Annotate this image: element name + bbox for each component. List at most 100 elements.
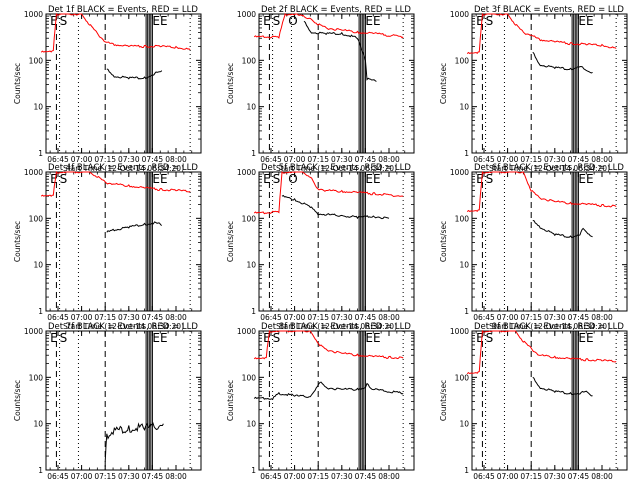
y-tick-label: 10 [33,103,43,112]
marker-label-e: E [50,14,58,28]
x-tick-label: 07:45 [568,313,590,322]
y-tick-label: 1 [251,466,256,475]
events-series-line [532,220,593,239]
x-tick-label: 06:45 [47,313,69,322]
x-tick-label: 06:45 [47,472,69,480]
marker-label-ee: EE [365,14,380,28]
panel-title: Det 5f BLACK = Events, RED = LLD [261,163,411,173]
x-tick-label: 07:15 [94,155,116,164]
x-tick-label: 07:30 [331,313,353,322]
detector-panel-8: Det 8f BLACK = Events, RED = LLD 1 10 100 10… [226,322,415,480]
x-tick-label: 07:30 [544,313,566,322]
y-tick-label: 1000 [237,10,256,19]
x-tick-label: 06:45 [473,155,495,164]
x-tick-label: 06:45 [473,313,495,322]
x-tick-label: 07:30 [331,472,353,480]
x-axis-label: Start Time (12-Oct-14 06:34:20) [63,322,184,331]
marker-label-ee: EE [152,331,167,345]
y-axis-label: Counts/sec [13,63,22,104]
y-tick-label: 10 [33,420,43,429]
panel-title: Det 2f BLACK = Events, RED = LLD [261,5,411,15]
lld-series-line [253,170,404,215]
detector-panel-1: Det 1f BLACK = Events, RED = LLD 1 10 100 10… [13,5,202,173]
events-series-line [532,376,593,397]
events-series-line [253,381,404,401]
x-tick-label: 07:15 [520,313,542,322]
marker-label-ee: EE [578,14,593,28]
panel-title: Det 6f BLACK = Events, RED = LLD [474,163,624,173]
marker-label-e: E [263,172,271,186]
x-tick-label: 07:00 [71,472,93,480]
y-tick-label: 100 [455,373,470,382]
events-series-line [106,68,163,80]
plot-frame [258,171,415,312]
plot-frame [471,171,628,312]
y-tick-label: 100 [242,373,257,382]
marker-label-s: S [273,14,281,28]
y-tick-label: 1 [464,466,469,475]
x-tick-label: 07:00 [497,472,519,480]
detector-panel-2: Det 2f BLACK = Events, RED = LLD 1 10 100 10… [226,5,415,173]
y-tick-label: 10 [459,420,469,429]
x-tick-label: 07:00 [284,313,306,322]
marker-label-s: S [486,172,494,186]
plot-frame [45,13,202,154]
y-tick-label: 1 [464,307,469,316]
x-tick-label: 08:00 [591,155,613,164]
plot-frame [45,171,202,312]
lld-series-line [40,170,191,197]
x-tick-label: 06:45 [260,313,282,322]
x-tick-label: 07:15 [94,472,116,480]
y-tick-label: 10 [246,103,256,112]
lld-series-line [466,329,617,375]
x-tick-label: 07:30 [331,155,353,164]
panel-title: Det 8f BLACK = Events, RED = LLD [261,322,411,332]
marker-label-ee: EE [152,14,167,28]
marker-label-ee: EE [152,172,167,186]
marker-label-s: S [60,172,68,186]
x-tick-label: 07:45 [355,313,377,322]
marker-label-e: E [263,14,271,28]
x-tick-label: 07:15 [520,155,542,164]
marker-label-e: E [476,331,484,345]
marker-label-ee: EE [365,331,380,345]
y-axis-label: Counts/sec [439,380,448,421]
x-tick-label: 07:30 [118,155,140,164]
marker-label-e: E [476,172,484,186]
y-tick-label: 1000 [24,327,43,336]
marker-label-s: S [486,331,494,345]
x-tick-label: 07:15 [307,313,329,322]
x-axis-label: Start Time (12-Oct-14 06:34:20) [489,322,610,331]
y-tick-label: 10 [246,261,256,270]
panel-title: Det 3f BLACK = Events, RED = LLD [474,5,624,15]
x-tick-label: 07:00 [71,155,93,164]
x-tick-label: 07:30 [118,313,140,322]
x-tick-label: 08:00 [165,155,187,164]
y-tick-label: 1000 [237,327,256,336]
y-tick-label: 10 [246,420,256,429]
x-tick-label: 07:45 [355,155,377,164]
marker-label-s: S [273,172,281,186]
events-series-line [104,422,164,462]
x-tick-label: 06:45 [473,472,495,480]
detector-panel-6: Det 6f BLACK = Events, RED = LLD 1 10 100 10… [439,163,628,331]
y-axis-label: Counts/sec [226,221,235,262]
x-tick-label: 07:45 [568,155,590,164]
x-tick-label: 07:45 [568,472,590,480]
events-series-line [303,20,377,82]
lld-series-line [466,12,617,55]
lld-series-line [253,13,404,39]
detector-panel-4: Det 4f BLACK = Events, RED = LLD 1 10 100 10… [13,163,202,331]
y-axis-label: Counts/sec [439,63,448,104]
y-tick-label: 10 [459,261,469,270]
y-tick-label: 100 [242,56,257,65]
y-tick-label: 100 [455,56,470,65]
plot-frame [258,13,415,154]
x-tick-label: 08:00 [165,313,187,322]
x-tick-label: 06:45 [260,155,282,164]
x-tick-label: 07:30 [544,155,566,164]
plot-frame [471,330,628,471]
x-tick-label: 07:00 [497,313,519,322]
y-tick-label: 100 [29,56,44,65]
